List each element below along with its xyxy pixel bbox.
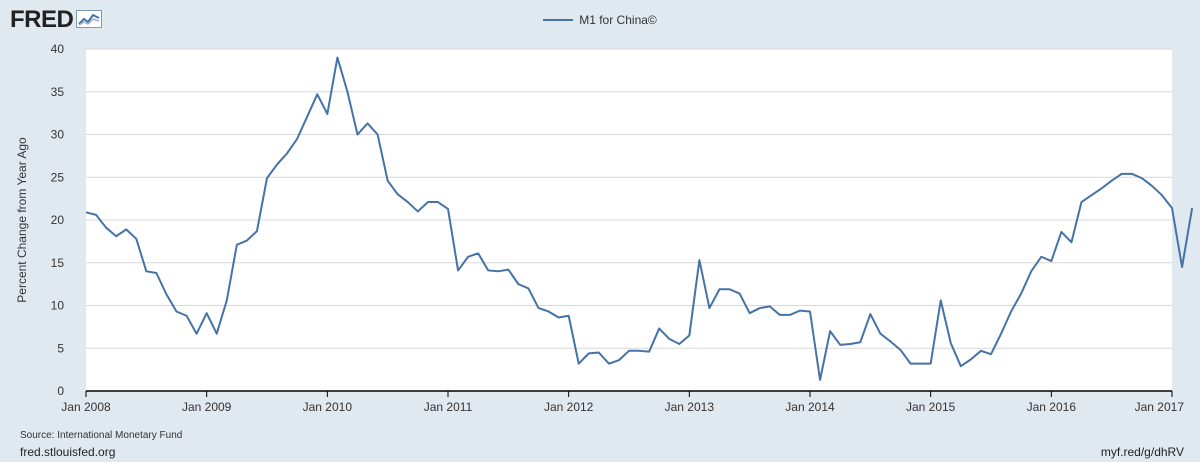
y-tick-label: 20	[51, 213, 65, 227]
x-tick-label: Jan 2012	[544, 400, 594, 414]
y-tick-label: 10	[51, 299, 65, 313]
site-link[interactable]: fred.stlouisfed.org	[20, 445, 116, 459]
y-tick-label: 5	[57, 341, 64, 355]
y-axis-ticks: 0 5 10 15 20 25 30 35 40	[51, 42, 65, 398]
fred-graph-icon	[76, 9, 103, 33]
y-tick-label: 15	[51, 256, 65, 270]
series-line-m1-china[interactable]	[85, 56, 1194, 381]
x-tick-label: Jan 2011	[424, 400, 473, 414]
y-tick-label: 35	[51, 85, 65, 99]
x-tick-label: Jan 2013	[665, 400, 715, 414]
gridlines	[86, 48, 1172, 349]
chart-legend: M1 for China©	[0, 12, 1200, 27]
x-tick-label: Jan 2017	[1135, 400, 1185, 414]
fred-logo-text: FRED	[10, 6, 74, 33]
x-axis-ticks: Jan 2008 Jan 2009 Jan 2010 Jan 2011 Jan 2012…	[61, 391, 1184, 414]
x-tick-label: Jan 2009	[182, 400, 232, 414]
short-link[interactable]: myf.red/g/dhRV	[1100, 445, 1184, 459]
y-tick-label: 30	[51, 128, 65, 142]
x-tick-label: Jan 2016	[1027, 400, 1077, 414]
y-tick-label: 25	[51, 170, 65, 184]
legend-swatch	[543, 18, 574, 21]
x-tick-label: Jan 2008	[61, 400, 111, 414]
fred-logo[interactable]: FRED	[10, 6, 103, 34]
x-tick-label: Jan 2015	[906, 400, 956, 414]
x-tick-label: Jan 2014	[785, 400, 835, 414]
x-tick-label: Jan 2010	[303, 400, 353, 414]
y-tick-label: 0	[57, 384, 64, 398]
legend-label: M1 for China©	[579, 12, 657, 27]
y-tick-label: 40	[51, 42, 65, 56]
y-axis-label: Percent Change from Year Ago	[15, 137, 29, 303]
source-note: Source: International Monetary Fund	[20, 430, 183, 441]
